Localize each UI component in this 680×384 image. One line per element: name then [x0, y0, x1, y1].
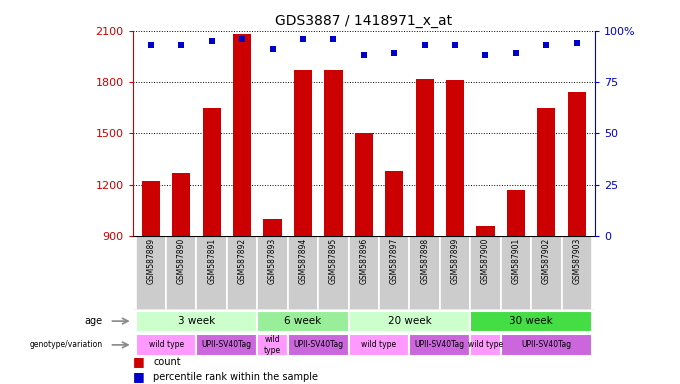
Text: GSM587892: GSM587892 [237, 238, 247, 284]
Bar [385, 171, 403, 236]
Text: GSM587898: GSM587898 [420, 238, 429, 284]
Bar [355, 133, 373, 236]
Bar [379, 236, 409, 310]
Text: GSM587889: GSM587889 [146, 238, 155, 284]
Bar [324, 70, 343, 236]
Bar [500, 334, 592, 356]
Text: GSM587896: GSM587896 [359, 238, 369, 284]
Text: GSM587895: GSM587895 [329, 238, 338, 284]
Bar [135, 311, 257, 332]
Bar [507, 190, 525, 236]
Bar [477, 225, 494, 236]
Bar [197, 236, 227, 310]
Text: GSM587902: GSM587902 [542, 238, 551, 284]
Bar [562, 236, 592, 310]
Text: GSM587891: GSM587891 [207, 238, 216, 284]
Bar [409, 334, 471, 356]
Text: UPII-SV40Tag: UPII-SV40Tag [293, 340, 343, 349]
Bar [500, 236, 531, 310]
Text: UPII-SV40Tag: UPII-SV40Tag [415, 340, 465, 349]
Bar [440, 236, 471, 310]
Bar [349, 311, 471, 332]
Text: GSM587899: GSM587899 [451, 238, 460, 284]
Text: UPII-SV40Tag: UPII-SV40Tag [522, 340, 571, 349]
Bar [197, 334, 257, 356]
Text: wild type: wild type [362, 340, 396, 349]
Bar [135, 236, 166, 310]
Text: GSM587901: GSM587901 [511, 238, 520, 284]
Bar [203, 108, 221, 236]
Bar [141, 181, 160, 236]
Bar [537, 108, 556, 236]
Text: GSM587897: GSM587897 [390, 238, 398, 284]
Text: wild
type: wild type [264, 335, 281, 354]
Bar [294, 70, 312, 236]
Bar [568, 92, 586, 236]
Text: ■: ■ [133, 370, 144, 383]
Bar [227, 236, 257, 310]
Bar [172, 172, 190, 236]
Bar [415, 79, 434, 236]
Text: 6 week: 6 week [284, 316, 322, 326]
Bar [471, 311, 592, 332]
Text: wild type: wild type [148, 340, 184, 349]
Bar [166, 236, 197, 310]
Text: GSM587903: GSM587903 [573, 238, 581, 285]
Title: GDS3887 / 1418971_x_at: GDS3887 / 1418971_x_at [275, 14, 452, 28]
Bar [349, 236, 379, 310]
Bar [349, 334, 409, 356]
Text: 30 week: 30 week [509, 316, 553, 326]
Text: percentile rank within the sample: percentile rank within the sample [154, 372, 318, 382]
Text: UPII-SV40Tag: UPII-SV40Tag [202, 340, 252, 349]
Bar [257, 236, 288, 310]
Bar [257, 334, 288, 356]
Bar [471, 236, 500, 310]
Text: GSM587893: GSM587893 [268, 238, 277, 284]
Bar [531, 236, 562, 310]
Bar [288, 236, 318, 310]
Text: age: age [84, 316, 103, 326]
Bar [471, 334, 500, 356]
Bar [288, 334, 349, 356]
Bar [257, 311, 349, 332]
Text: GSM587894: GSM587894 [299, 238, 307, 284]
Text: 20 week: 20 week [388, 316, 431, 326]
Text: 3 week: 3 week [178, 316, 215, 326]
Text: wild type: wild type [468, 340, 503, 349]
Bar [263, 219, 282, 236]
Bar [135, 334, 197, 356]
Bar [318, 236, 349, 310]
Bar [233, 34, 251, 236]
Text: ■: ■ [133, 355, 144, 368]
Text: genotype/variation: genotype/variation [29, 340, 103, 349]
Bar [409, 236, 440, 310]
Text: GSM587900: GSM587900 [481, 238, 490, 285]
Text: count: count [154, 357, 181, 367]
Text: GSM587890: GSM587890 [177, 238, 186, 284]
Bar [446, 80, 464, 236]
